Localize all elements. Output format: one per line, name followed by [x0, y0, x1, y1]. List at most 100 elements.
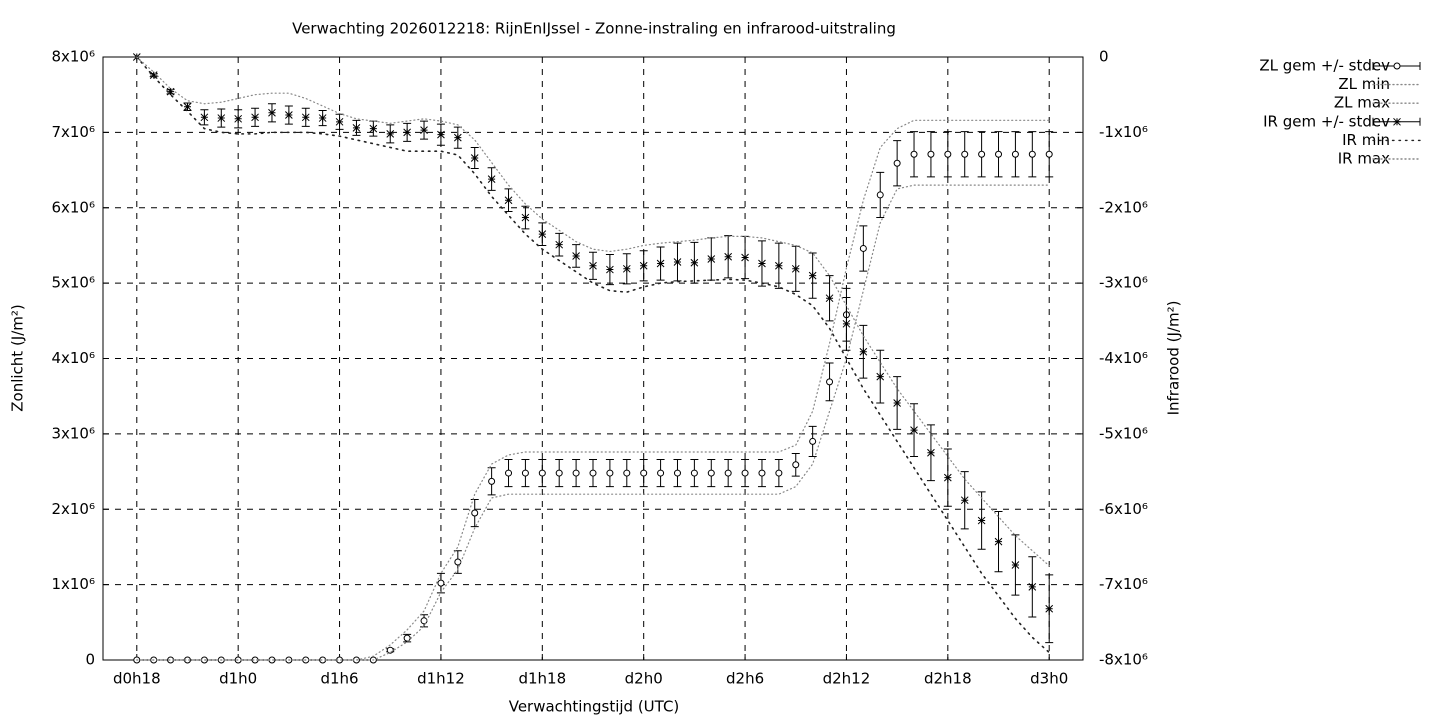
x-tick-label: d2h0	[625, 670, 663, 688]
marker	[386, 130, 395, 138]
marker	[589, 261, 597, 270]
marker	[403, 128, 411, 137]
y2-tick-label: -8x10⁶	[1099, 651, 1148, 669]
marker	[521, 213, 530, 222]
marker	[842, 319, 851, 328]
marker	[690, 469, 698, 477]
marker	[471, 509, 479, 517]
marker	[927, 150, 935, 158]
marker	[505, 469, 513, 477]
marker	[572, 252, 580, 260]
marker	[217, 114, 226, 122]
marker	[758, 469, 766, 477]
marker	[639, 261, 648, 270]
marker	[234, 114, 243, 123]
y-tick-label: 0	[85, 651, 95, 669]
legend-label: IR gem +/- stdev	[1263, 112, 1390, 130]
marker	[555, 469, 563, 477]
marker	[960, 496, 969, 505]
y2-tick-label: -2x10⁶	[1099, 198, 1148, 216]
marker	[183, 102, 192, 111]
marker	[673, 258, 682, 266]
marker	[386, 646, 394, 654]
marker	[944, 150, 952, 158]
y2-tick-label: -5x10⁶	[1099, 424, 1148, 442]
marker	[876, 191, 884, 199]
x-tick-label: d1h6	[320, 670, 358, 688]
x-tick-label: d2h6	[726, 670, 764, 688]
marker	[538, 469, 546, 477]
marker	[808, 271, 817, 280]
marker	[1045, 150, 1053, 158]
marker	[724, 252, 733, 261]
plot-border	[102, 56, 1084, 661]
marker	[910, 426, 918, 434]
chart-title: Verwachting 2026012218: RijnEnIJssel - Z…	[292, 20, 896, 38]
marker	[656, 259, 665, 268]
marker	[1011, 561, 1020, 569]
x-tick-label: d1h18	[518, 670, 566, 688]
y2-tick-label: -7x10⁶	[1099, 575, 1148, 593]
marker	[572, 469, 580, 477]
marker	[437, 579, 445, 587]
legend-label: ZL min	[1338, 75, 1390, 93]
marker	[910, 150, 918, 158]
marker	[606, 265, 614, 274]
marker	[166, 87, 175, 96]
marker	[961, 150, 969, 158]
marker	[809, 437, 817, 445]
marker	[149, 71, 158, 79]
marker	[1028, 583, 1037, 591]
marker	[978, 150, 986, 158]
marker	[521, 469, 529, 477]
legend-marker	[1393, 117, 1401, 126]
y-tick-label: 6x10⁶	[51, 198, 95, 216]
marker	[606, 469, 614, 477]
marker	[623, 469, 631, 477]
marker	[318, 114, 327, 122]
y2-tick-label: -1x10⁶	[1099, 123, 1148, 141]
y2-tick-label: -3x10⁶	[1099, 274, 1148, 292]
y2-tick-label: 0	[1099, 48, 1109, 66]
marker	[673, 469, 681, 477]
marker	[487, 175, 496, 183]
marker	[251, 113, 259, 122]
marker	[453, 133, 462, 142]
marker	[268, 108, 276, 117]
y-tick-label: 2x10⁶	[51, 500, 95, 518]
x-tick-label: d1h12	[417, 670, 465, 688]
marker	[470, 154, 479, 162]
x-tick-label: d2h12	[823, 670, 871, 688]
marker	[943, 473, 952, 482]
marker	[555, 240, 564, 249]
line	[135, 56, 1051, 654]
marker	[657, 469, 665, 477]
line	[136, 56, 1050, 567]
x-axis-title: Verwachtingstijd (UTC)	[509, 698, 680, 716]
marker	[1028, 150, 1036, 158]
marker	[454, 558, 462, 566]
marker	[775, 261, 783, 270]
y-tick-label: 7x10⁶	[51, 123, 95, 141]
marker	[488, 477, 496, 485]
marker	[995, 150, 1003, 158]
y-tick-label: 3x10⁶	[51, 424, 95, 442]
marker	[640, 469, 648, 477]
y-axis-title: Zonlicht (J/m²)	[9, 304, 27, 412]
marker	[420, 126, 428, 134]
x-tick-label: d0h18	[113, 670, 161, 688]
marker	[504, 196, 513, 205]
y-tick-label: 8x10⁶	[51, 48, 95, 66]
marker	[859, 244, 867, 252]
y2-tick-label: -6x10⁶	[1099, 500, 1148, 518]
marker	[285, 111, 293, 119]
y2-axis-title: Infrarood (J/m²)	[1165, 301, 1183, 416]
legend-marker	[1393, 62, 1401, 70]
line	[136, 119, 1050, 661]
marker	[301, 113, 310, 122]
marker	[977, 516, 986, 525]
marker	[791, 264, 800, 273]
marker	[538, 230, 547, 238]
y-tick-label: 1x10⁶	[51, 575, 95, 593]
